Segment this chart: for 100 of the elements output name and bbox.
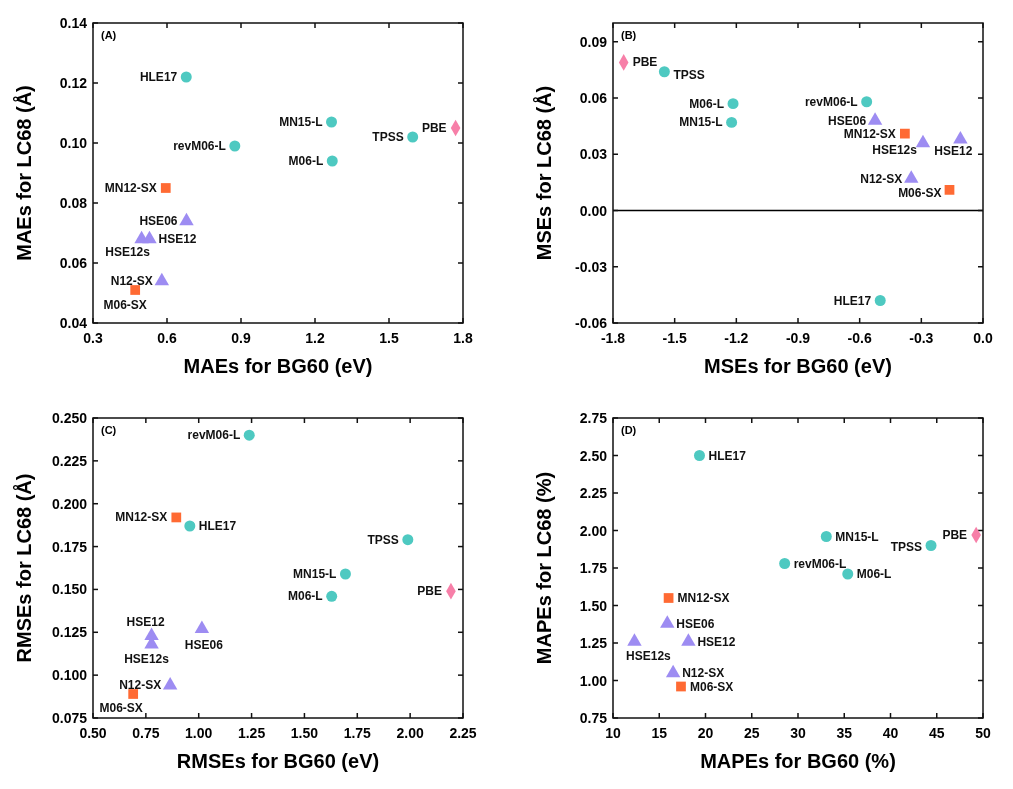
point <box>128 689 139 699</box>
y-tick-label: -0.06 <box>575 315 608 331</box>
series-label: MN15-L <box>835 529 879 544</box>
y-tick-label: 1.50 <box>579 597 608 614</box>
y-tick-label: 0.100 <box>51 667 88 684</box>
point <box>693 450 705 461</box>
series-label: MN15-L <box>679 115 723 130</box>
x-tick-label: 15 <box>651 725 668 741</box>
point <box>727 98 739 110</box>
y-tick-label: 0.06 <box>579 90 608 106</box>
x-tick-label: 1.25 <box>237 725 266 741</box>
series-label: N12-SX <box>682 666 725 680</box>
x-axis-title: MSEs for BG60 (eV) <box>704 355 892 377</box>
x-tick-label: 0.50 <box>79 725 107 741</box>
y-tick-label: 0.250 <box>51 410 88 426</box>
y-axis-title: MSEs for LC68 (Å) <box>532 85 555 261</box>
point <box>229 140 241 152</box>
point <box>874 295 886 306</box>
point <box>925 540 937 551</box>
series-label: revM06-L <box>804 94 858 109</box>
point <box>162 677 178 690</box>
x-tick-label: 20 <box>697 725 714 741</box>
series-label: M06-L <box>288 589 323 604</box>
x-tick-label: 30 <box>790 725 806 741</box>
text: (C) <box>101 424 117 436</box>
series-label: PBE <box>417 584 442 599</box>
x-tick-label: -0.9 <box>785 330 811 346</box>
series-label: HSE12s <box>105 245 151 259</box>
y-tick-label: 1.75 <box>579 560 608 576</box>
x-tick-label: 1.2 <box>305 330 325 346</box>
y-axis-title: MAEs for LC68 (Å) <box>12 85 35 261</box>
y-tick-label: 0.225 <box>51 452 88 469</box>
y-tick-label: 0.08 <box>59 195 88 211</box>
x-tick-label: -0.3 <box>909 330 934 346</box>
x-axis-title: MAEs for BG60 (eV) <box>183 355 373 377</box>
y-tick-label: 2.25 <box>579 485 608 501</box>
series-label: HSE12 <box>697 634 736 649</box>
y-tick-label: 0.09 <box>579 33 608 50</box>
point <box>243 429 255 441</box>
series-label: HSE12s <box>124 652 170 667</box>
x-tick-label: 1.50 <box>290 725 319 741</box>
series-label: revM06-L <box>173 139 226 153</box>
series-label: HSE06 <box>676 616 715 631</box>
x-tick-label: 35 <box>836 725 853 741</box>
x-tick-label: 0.6 <box>157 330 177 346</box>
y-tick-label: 0.14 <box>59 15 88 31</box>
series-label: HSE12s <box>872 143 918 157</box>
point <box>663 593 674 603</box>
point <box>339 568 351 580</box>
series-label: HLE17 <box>833 293 872 308</box>
y-tick-label: 2.00 <box>579 522 608 539</box>
point <box>953 130 968 144</box>
series-label: PBE <box>421 121 447 135</box>
y-tick-label: 0.06 <box>59 255 88 271</box>
point <box>944 185 955 195</box>
x-tick-label: 1.00 <box>185 725 213 741</box>
series-label: N12-SX <box>119 678 162 693</box>
y-tick-label: 0.125 <box>51 624 88 641</box>
point <box>171 512 182 523</box>
y-tick-label: -0.03 <box>575 258 608 275</box>
x-tick-label: 2.25 <box>449 725 477 741</box>
series-label: revM06-L <box>187 428 241 443</box>
x-tick-label: 40 <box>882 725 899 741</box>
point <box>660 615 675 628</box>
x-tick-label: 50 <box>975 725 991 741</box>
series-label: HSE12s <box>626 648 672 663</box>
x-tick-label: 0.75 <box>132 725 160 741</box>
series-label: TPSS <box>673 67 705 82</box>
series-label: MN12-SX <box>104 181 157 195</box>
series-label: MN12-SX <box>115 510 168 525</box>
series-label: TPSS <box>372 130 404 144</box>
x-tick-label: 25 <box>743 725 760 741</box>
series-label: HSE06 <box>828 113 867 128</box>
series-label: M06-L <box>856 567 892 581</box>
x-tick-label: 45 <box>928 725 945 741</box>
x-tick-label: -1.8 <box>600 330 626 346</box>
point <box>326 116 338 128</box>
y-axis-title: RMSEs for LC68 (Å) <box>12 473 35 663</box>
x-tick-label: 2.00 <box>396 725 424 741</box>
point <box>861 96 873 108</box>
series-label: HSE12 <box>934 144 973 159</box>
point <box>867 112 883 125</box>
y-tick-label: 2.75 <box>579 410 608 426</box>
point <box>184 520 196 532</box>
x-tick-label: 1.5 <box>379 330 399 346</box>
point <box>142 230 157 244</box>
series-label: PBE <box>942 528 968 542</box>
point <box>627 633 642 646</box>
y-tick-label: 1.00 <box>579 672 608 689</box>
point <box>326 155 338 167</box>
series-label: N12-SX <box>110 274 153 288</box>
point <box>194 620 210 634</box>
series-label: MN12-SX <box>843 126 896 141</box>
y-axis-title: MAPEs for LC68 (%) <box>533 471 555 665</box>
series-label: HLE17 <box>139 70 178 84</box>
series-label: PBE <box>632 55 658 70</box>
x-tick-label: -1.2 <box>724 330 749 346</box>
series-label: HSE06 <box>139 214 178 228</box>
series-label: M06-SX <box>99 701 143 715</box>
point <box>180 71 192 83</box>
